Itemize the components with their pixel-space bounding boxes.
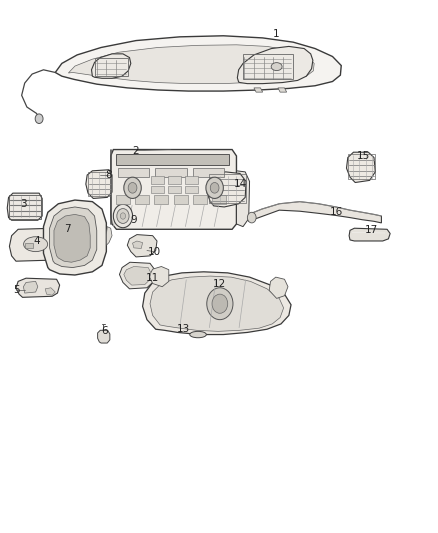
- Polygon shape: [120, 262, 154, 289]
- Text: 1: 1: [272, 29, 279, 39]
- Circle shape: [210, 182, 219, 193]
- Bar: [155, 167, 187, 177]
- Polygon shape: [269, 277, 288, 298]
- Bar: [135, 195, 149, 204]
- Polygon shape: [98, 330, 110, 343]
- Circle shape: [247, 212, 256, 223]
- Bar: [173, 195, 187, 204]
- Bar: [116, 195, 130, 204]
- Circle shape: [113, 204, 133, 228]
- Bar: [95, 58, 128, 76]
- Polygon shape: [254, 88, 263, 92]
- Ellipse shape: [190, 332, 206, 338]
- Polygon shape: [346, 152, 375, 182]
- Text: 12: 12: [212, 279, 226, 288]
- Polygon shape: [23, 281, 38, 293]
- Polygon shape: [54, 214, 90, 262]
- Circle shape: [212, 294, 228, 313]
- Bar: [25, 243, 33, 248]
- Bar: [168, 176, 181, 183]
- Text: 4: 4: [33, 236, 40, 246]
- Polygon shape: [237, 171, 250, 227]
- Bar: [193, 167, 224, 177]
- Text: 3: 3: [20, 199, 27, 209]
- Bar: [154, 195, 168, 204]
- Circle shape: [120, 213, 126, 219]
- Polygon shape: [10, 228, 58, 261]
- Text: 9: 9: [131, 215, 137, 225]
- Circle shape: [117, 208, 129, 223]
- Bar: [151, 185, 164, 193]
- Bar: [348, 154, 375, 179]
- Polygon shape: [127, 235, 157, 257]
- Bar: [9, 195, 41, 219]
- Circle shape: [124, 177, 141, 198]
- Polygon shape: [86, 169, 112, 198]
- Text: 7: 7: [64, 224, 71, 235]
- Ellipse shape: [271, 62, 282, 70]
- Ellipse shape: [24, 237, 48, 252]
- Text: 14: 14: [233, 179, 247, 189]
- Circle shape: [128, 182, 137, 193]
- Text: 16: 16: [329, 207, 343, 217]
- Bar: [88, 172, 111, 196]
- Text: 5: 5: [13, 286, 20, 295]
- Bar: [193, 195, 207, 204]
- Polygon shape: [207, 172, 246, 207]
- Polygon shape: [68, 45, 314, 84]
- Polygon shape: [49, 207, 97, 268]
- Bar: [243, 54, 293, 79]
- Polygon shape: [16, 278, 60, 297]
- Polygon shape: [45, 288, 55, 295]
- Text: 10: 10: [148, 247, 161, 256]
- Bar: [184, 185, 198, 193]
- Polygon shape: [7, 193, 42, 220]
- Polygon shape: [43, 200, 106, 275]
- Text: 8: 8: [106, 170, 112, 180]
- Polygon shape: [124, 266, 151, 285]
- Polygon shape: [249, 201, 381, 223]
- Circle shape: [206, 177, 223, 198]
- Polygon shape: [92, 54, 131, 78]
- Bar: [151, 176, 164, 183]
- Text: 15: 15: [357, 151, 370, 161]
- Polygon shape: [106, 227, 112, 245]
- Polygon shape: [237, 46, 313, 84]
- Polygon shape: [111, 150, 237, 229]
- Text: 13: 13: [177, 324, 190, 334]
- Polygon shape: [150, 276, 284, 332]
- Bar: [184, 176, 198, 183]
- Polygon shape: [55, 36, 341, 91]
- Bar: [212, 195, 226, 204]
- Polygon shape: [133, 241, 143, 248]
- Bar: [117, 154, 229, 165]
- Polygon shape: [143, 272, 291, 335]
- Bar: [118, 167, 149, 177]
- Circle shape: [207, 288, 233, 320]
- Polygon shape: [278, 88, 287, 92]
- Text: 2: 2: [133, 146, 139, 156]
- Text: 17: 17: [364, 225, 378, 236]
- Polygon shape: [149, 266, 169, 287]
- Bar: [208, 174, 246, 203]
- Text: 11: 11: [146, 273, 159, 283]
- Bar: [168, 185, 181, 193]
- Polygon shape: [349, 228, 390, 241]
- Circle shape: [35, 114, 43, 124]
- Text: 6: 6: [101, 326, 108, 336]
